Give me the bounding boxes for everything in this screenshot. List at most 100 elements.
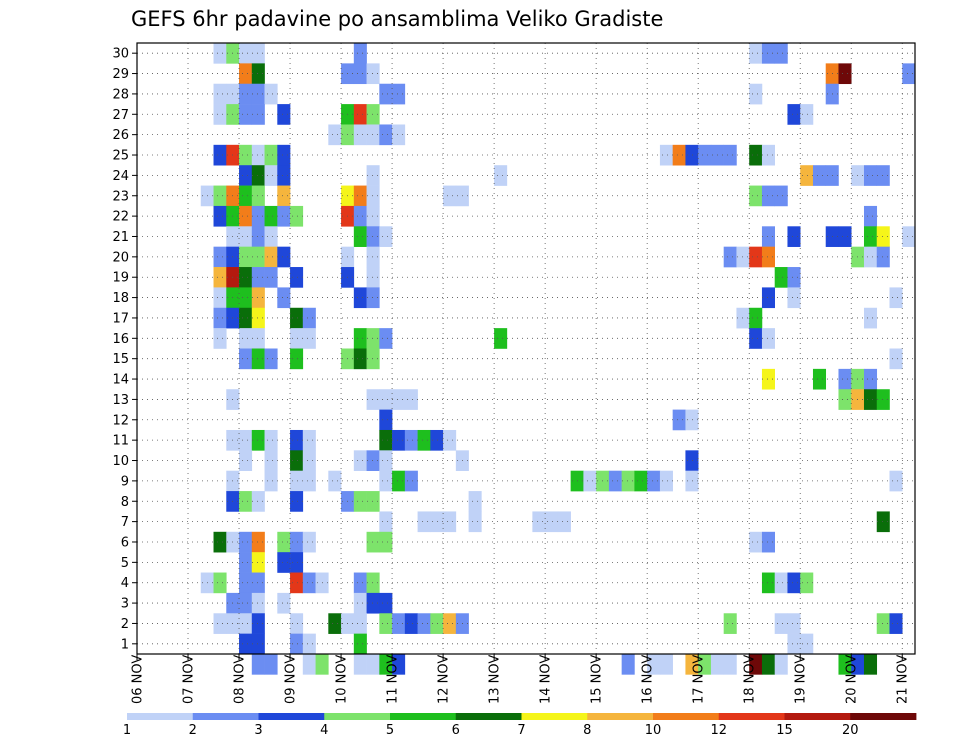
precip-cell xyxy=(277,185,291,207)
precip-cell xyxy=(838,63,852,85)
precip-cell xyxy=(621,654,635,675)
precip-cell xyxy=(366,104,380,125)
precip-cell xyxy=(417,429,431,451)
precip-cell xyxy=(392,83,406,105)
precip-cell xyxy=(787,267,801,288)
precip-cell xyxy=(290,348,304,370)
precip-cell xyxy=(749,144,763,166)
x-tick-label: 19 NOV xyxy=(794,655,809,704)
precip-cell xyxy=(366,389,380,410)
precip-cell xyxy=(251,592,265,614)
precip-cell xyxy=(302,307,316,329)
precip-cell xyxy=(251,104,265,125)
precip-cell xyxy=(366,124,380,146)
precip-cell xyxy=(353,205,367,227)
precip-cell xyxy=(290,470,304,492)
precip-cell xyxy=(213,104,227,125)
precip-cell xyxy=(787,226,801,247)
precip-cell xyxy=(239,491,253,512)
colorbar-label: 1 xyxy=(123,723,131,738)
precip-cell xyxy=(404,429,418,451)
precip-cell xyxy=(863,307,878,329)
precip-cell xyxy=(213,287,227,309)
precip-cell xyxy=(774,185,788,207)
x-tick-label: 15 NOV xyxy=(590,655,605,704)
precip-cell xyxy=(379,613,393,634)
precip-cell xyxy=(290,429,304,451)
precip-cell xyxy=(251,429,265,451)
precip-cell xyxy=(213,83,227,105)
precip-cell xyxy=(723,144,737,166)
precip-cell xyxy=(379,409,393,431)
precip-cell xyxy=(787,572,801,594)
precip-cell xyxy=(239,226,253,247)
precip-cell xyxy=(353,654,367,675)
precip-cell xyxy=(264,267,278,288)
precip-cell xyxy=(213,531,227,553)
precip-cell xyxy=(698,144,712,166)
precip-cell xyxy=(876,389,890,410)
precip-cell xyxy=(468,511,482,533)
precip-cell xyxy=(366,226,380,247)
y-tick-label: 19 xyxy=(112,271,129,286)
precip-cell xyxy=(251,633,265,655)
precip-cell xyxy=(290,450,304,471)
precip-cell xyxy=(379,226,393,247)
precip-cell xyxy=(494,165,508,186)
precip-cell xyxy=(239,63,253,85)
precip-cell xyxy=(379,83,393,105)
precip-cell xyxy=(302,470,316,492)
precip-cell xyxy=(264,83,278,105)
colorbar-swatch xyxy=(718,713,785,720)
precip-cell xyxy=(353,613,367,634)
colorbar-swatch xyxy=(390,713,457,720)
precip-cell xyxy=(417,511,431,533)
precip-cell xyxy=(749,531,763,553)
precip-cell xyxy=(392,429,406,451)
precip-cell xyxy=(430,511,444,533)
precip-cell xyxy=(863,226,878,247)
precip-cell xyxy=(889,613,903,634)
precip-cell xyxy=(379,470,393,492)
precip-cell xyxy=(392,470,406,492)
precip-cell xyxy=(290,531,304,553)
precip-cell xyxy=(264,226,278,247)
precip-cell xyxy=(264,165,278,186)
precip-cell xyxy=(749,328,763,349)
precip-cell xyxy=(290,552,304,573)
precip-cell xyxy=(392,389,406,410)
precip-cell xyxy=(749,246,763,268)
precip-cell xyxy=(430,429,444,451)
precip-cell xyxy=(239,429,253,451)
precip-cell xyxy=(302,633,316,655)
precip-cell xyxy=(251,307,265,329)
precip-cell xyxy=(379,450,393,471)
colorbar-label: 4 xyxy=(320,723,328,738)
precip-cell xyxy=(698,654,712,675)
precip-cell xyxy=(749,83,763,105)
precip-cell xyxy=(723,654,737,675)
x-tick-label: 18 NOV xyxy=(743,655,758,704)
precip-cell xyxy=(239,531,253,553)
precip-cell xyxy=(239,144,253,166)
colorbar-label: 10 xyxy=(645,723,662,738)
precip-cell xyxy=(889,348,903,370)
precip-cell xyxy=(353,63,367,85)
y-tick-label: 23 xyxy=(112,189,129,204)
precip-cell xyxy=(723,246,737,268)
precip-cell xyxy=(621,470,635,492)
precip-cell xyxy=(239,267,253,288)
precip-cell xyxy=(290,633,304,655)
precip-cell xyxy=(353,287,367,309)
precip-cell xyxy=(443,613,457,634)
precip-cell xyxy=(251,226,265,247)
precip-cell xyxy=(557,511,571,533)
precip-cell xyxy=(213,572,227,594)
precip-cell xyxy=(277,144,291,166)
precip-cell xyxy=(290,328,304,349)
precip-cell xyxy=(251,83,265,105)
x-tick-label: 16 NOV xyxy=(641,655,656,704)
precip-cell xyxy=(315,654,329,675)
precip-cell xyxy=(838,389,852,410)
x-tick-label: 11 NOV xyxy=(386,655,401,704)
